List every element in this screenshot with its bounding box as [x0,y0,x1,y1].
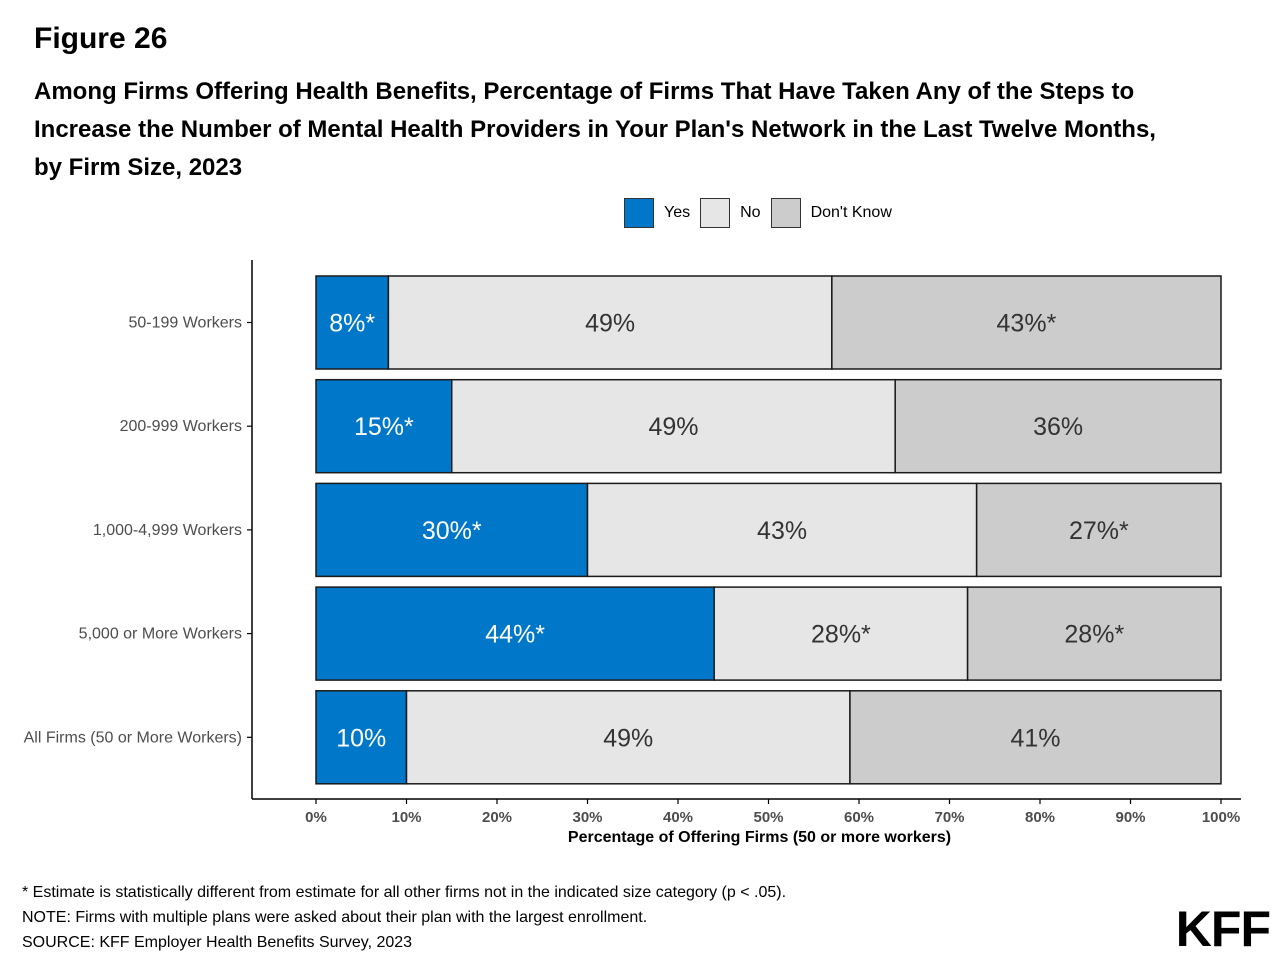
data-label-50-199-workers-yes: 8%* [329,310,375,338]
data-label-5-000-or-more-workers-don-t-know: 28%* [1064,621,1124,649]
data-label-1-000-4-999-workers-don-t-know: 27%* [1069,517,1129,545]
figure-label: Figure 26 [34,22,168,55]
x-tick-label-1: 10% [391,809,421,826]
x-axis-title: Percentage of Offering Firms (50 or more… [568,829,951,846]
bar-50-199-workers-don-t-know [831,275,1222,370]
x-tick-label-0: 0% [305,809,327,826]
data-label-all-firms-50-or-more-workers-no: 49% [603,724,653,752]
data-label-200-999-workers-yes: 15%* [354,413,414,441]
x-tick-label-7: 70% [934,809,964,826]
legend-label-dont-know: Don't Know [810,204,892,221]
x-tick-label-8: 80% [1025,809,1055,826]
y-tick-label-5-000-or-more-workers: 5,000 or More Workers [79,626,242,643]
bar-200-999-workers-don-t-know [894,378,1222,474]
bar-all-firms-50-or-more-workers-don-t-know [849,690,1222,785]
footnote-source: SOURCE: KFF Employer Health Benefits Sur… [22,934,413,951]
chart-title: Among Firms Offering Health Benefits, Pe… [34,78,1156,181]
x-tick-label-9: 90% [1115,809,1145,826]
bar-200-999-workers-yes [315,378,453,474]
data-label-50-199-workers-no: 49% [585,310,635,338]
data-label-5-000-or-more-workers-no: 28%* [811,621,871,649]
bar-all-firms-50-or-more-workers-yes [315,690,408,785]
data-label-all-firms-50-or-more-workers-yes: 10% [336,724,386,752]
bar-50-199-workers-yes [315,275,390,370]
x-tick-label-5: 50% [753,809,783,826]
legend-swatch-dont-know [770,198,801,228]
legend-item-dont-know: Don't Know [770,198,892,228]
kff-logo: KFF [1175,901,1271,957]
data-label-200-999-workers-don-t-know: 36% [1033,413,1083,441]
bar-200-999-workers-no [451,378,896,474]
bar-5-000-or-more-workers-no [713,586,969,681]
stacked-bar-chart: 8%* 49% 43%* 50-199 Workers 15%* 49% 36% 200-99… [24,260,1241,846]
data-label-1-000-4-999-workers-yes: 30%* [422,517,482,545]
legend-swatch-yes [624,198,654,228]
y-tick-label-all-firms-50-or-more-workers: All Firms (50 or More Workers) [24,729,242,746]
data-label-all-firms-50-or-more-workers-don-t-know: 41% [1010,724,1060,752]
data-label-200-999-workers-no: 49% [648,413,698,441]
bar-50-199-workers-no [387,275,833,370]
data-label-5-000-or-more-workers-yes: 44%* [485,621,545,649]
legend-item-yes: Yes [624,198,690,228]
legend-label-no: No [740,204,761,221]
x-tick-label-6: 60% [844,809,874,826]
x-tick-label-4: 40% [663,809,693,826]
bar-5-000-or-more-workers-yes [315,586,715,681]
data-label-50-199-workers-don-t-know: 43%* [997,310,1057,338]
y-tick-label-50-199-workers: 50-199 Workers [128,315,242,332]
bar-all-firms-50-or-more-workers-no [405,690,851,785]
x-tick-label-3: 30% [572,809,602,826]
y-tick-label-1-000-4-999-workers: 1,000-4,999 Workers [93,522,242,539]
footnote-note: NOTE: Firms with multiple plans were ask… [22,909,648,926]
legend: Yes No Don't Know [624,198,902,228]
legend-swatch-no [700,198,731,228]
legend-item-no: No [700,198,761,228]
y-tick-label-200-999-workers: 200-999 Workers [120,418,242,435]
footnote-significance: * Estimate is statistically different fr… [22,884,787,901]
legend-label-yes: Yes [664,204,691,221]
bar-5-000-or-more-workers-don-t-know [966,586,1222,681]
bar-1-000-4-999-workers-don-t-know [975,482,1222,578]
x-tick-label-10: 100% [1202,809,1240,826]
x-tick-label-2: 20% [482,809,512,826]
data-label-1-000-4-999-workers-no: 43% [757,517,807,545]
